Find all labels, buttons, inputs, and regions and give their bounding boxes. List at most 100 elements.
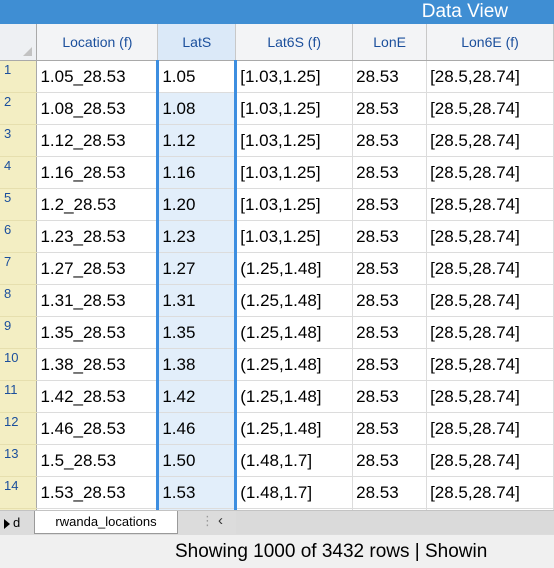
data-grid[interactable]: Location (f) LatS Lat6S (f) LonE Lon6E (… — [0, 24, 554, 510]
row-header[interactable]: 2 — [0, 92, 38, 125]
table-row[interactable]: 10 1.38_28.53 1.38 (1.25,1.48] 28.53 [28.5,28… — [0, 348, 554, 381]
cell-lat6s[interactable]: (1.48,1.7] — [235, 476, 354, 509]
cell-lat6s[interactable]: (1.25,1.48] — [235, 252, 354, 285]
cell-lone[interactable]: 28.53 — [352, 444, 428, 477]
select-all-corner[interactable] — [0, 24, 38, 61]
cell-lat6s[interactable]: [1.03,1.25] — [235, 92, 354, 125]
cell-lats[interactable]: 1.23 — [156, 220, 238, 253]
cell-lon6e[interactable]: [28.5,28.74] — [426, 92, 554, 125]
cell-lone[interactable]: 28.53 — [352, 412, 428, 445]
cell-lon6e[interactable]: [28.5,28.74] — [426, 284, 554, 317]
table-row[interactable]: 4 1.16_28.53 1.16 [1.03,1.25] 28.53 [28.5,28.… — [0, 156, 554, 189]
table-row[interactable]: 1 1.05_28.53 1.05 [1.03,1.25] 28.53 [28.5,28.… — [0, 60, 554, 93]
row-header[interactable]: 15 — [0, 508, 38, 510]
column-header-lat6s[interactable]: Lat6S (f) — [235, 24, 354, 61]
cell-lat6s[interactable]: (1.25,1.48] — [235, 284, 354, 317]
row-header[interactable]: 3 — [0, 124, 38, 157]
cell-lats[interactable]: 1.42 — [156, 380, 238, 413]
cell-lat6s[interactable]: (1.25,1.48] — [235, 316, 354, 349]
cell-lone[interactable]: 28.53 — [352, 476, 428, 509]
row-header[interactable]: 11 — [0, 380, 38, 413]
table-row[interactable]: 9 1.35_28.53 1.35 (1.25,1.48] 28.53 [28.5,28.… — [0, 316, 554, 349]
cell-lon6e[interactable]: [28.5,28.74] — [426, 476, 554, 509]
row-header[interactable]: 7 — [0, 252, 38, 285]
cell-lone[interactable]: 28.53 — [352, 188, 428, 221]
column-header-location[interactable]: Location (f) — [36, 24, 159, 61]
cell-lone[interactable]: 28.53 — [352, 156, 428, 189]
cell-lone[interactable]: 28.53 — [352, 316, 428, 349]
cell-lon6e[interactable]: [28.5,28.74] — [426, 124, 554, 157]
row-header[interactable]: 1 — [0, 60, 38, 93]
row-header[interactable]: 5 — [0, 188, 38, 221]
column-header-lats[interactable]: LatS — [157, 24, 237, 61]
cell-location[interactable]: 1.38_28.53 — [36, 348, 159, 381]
cell-lone[interactable]: 28.53 — [352, 508, 428, 510]
row-header[interactable]: 9 — [0, 316, 38, 349]
table-row[interactable]: 11 1.42_28.53 1.42 (1.25,1.48] 28.53 [28.5,28… — [0, 380, 554, 413]
cell-location[interactable]: 1.16_28.53 — [36, 156, 159, 189]
cell-lon6e[interactable]: [28.5,28.74] — [426, 380, 554, 413]
cell-lon6e[interactable]: [28.5,28.74] — [426, 252, 554, 285]
cell-lat6s[interactable]: [1.03,1.25] — [235, 188, 354, 221]
cell-lon6e[interactable]: [28.5,28.74] — [426, 156, 554, 189]
cell-lats[interactable]: 1.35 — [156, 316, 238, 349]
table-row[interactable]: 12 1.46_28.53 1.46 (1.25,1.48] 28.53 [28.5,28… — [0, 412, 554, 445]
cell-location[interactable]: 1.12_28.53 — [36, 124, 159, 157]
cell-lat6s[interactable]: (1.48,1.7] — [235, 508, 354, 510]
cell-lone[interactable]: 28.53 — [352, 124, 428, 157]
cell-lone[interactable]: 28.53 — [352, 284, 428, 317]
cell-lon6e[interactable]: [28.5,28.74] — [426, 508, 554, 510]
table-row[interactable]: 7 1.27_28.53 1.27 (1.25,1.48] 28.53 [28.5,28.… — [0, 252, 554, 285]
cell-lon6e[interactable]: [28.5,28.74] — [426, 444, 554, 477]
row-header[interactable]: 10 — [0, 348, 38, 381]
cell-lats[interactable]: 1.57 — [156, 508, 238, 510]
table-row[interactable]: 14 1.53_28.53 1.53 (1.48,1.7] 28.53 [28.5,28.… — [0, 476, 554, 509]
cell-lat6s[interactable]: [1.03,1.25] — [235, 220, 354, 253]
cell-lone[interactable]: 28.53 — [352, 348, 428, 381]
column-header-lone[interactable]: LonE — [352, 24, 428, 61]
horizontal-scrollbar[interactable] — [236, 511, 554, 534]
row-header[interactable]: 12 — [0, 412, 38, 445]
cell-lone[interactable]: 28.53 — [352, 220, 428, 253]
row-header[interactable]: 14 — [0, 476, 38, 509]
cell-lat6s[interactable]: [1.03,1.25] — [235, 60, 354, 93]
cell-lone[interactable]: 28.53 — [352, 60, 428, 93]
table-row[interactable]: 151.57_28.531.57(1.48,1.7]28.53[28.5,28.… — [0, 508, 554, 510]
cell-location[interactable]: 1.42_28.53 — [36, 380, 159, 413]
cell-lats[interactable]: 1.20 — [156, 188, 238, 221]
row-header[interactable]: 8 — [0, 284, 38, 317]
cell-location[interactable]: 1.46_28.53 — [36, 412, 159, 445]
row-header[interactable]: 6 — [0, 220, 38, 253]
cell-location[interactable]: 1.31_28.53 — [36, 284, 159, 317]
cell-lat6s[interactable]: (1.48,1.7] — [235, 444, 354, 477]
cell-lat6s[interactable]: (1.25,1.48] — [235, 348, 354, 381]
column-header-lon6e[interactable]: Lon6E (f) — [426, 24, 554, 61]
cell-lats[interactable]: 1.38 — [156, 348, 238, 381]
cell-lats[interactable]: 1.53 — [156, 476, 238, 509]
row-header[interactable]: 13 — [0, 444, 38, 477]
cell-lon6e[interactable]: [28.5,28.74] — [426, 412, 554, 445]
cell-location[interactable]: 1.2_28.53 — [36, 188, 159, 221]
cell-lats[interactable]: 1.12 — [156, 124, 238, 157]
tab-splitter-handle[interactable]: ⋮ — [201, 513, 214, 528]
cell-lon6e[interactable]: [28.5,28.74] — [426, 348, 554, 381]
cell-lats[interactable]: 1.31 — [156, 284, 238, 317]
cell-lats[interactable]: 1.16 — [156, 156, 238, 189]
cell-lon6e[interactable]: [28.5,28.74] — [426, 220, 554, 253]
cell-location[interactable]: 1.23_28.53 — [36, 220, 159, 253]
cell-location[interactable]: 1.53_28.53 — [36, 476, 159, 509]
cell-lats[interactable]: 1.27 — [156, 252, 238, 285]
cell-lon6e[interactable]: [28.5,28.74] — [426, 60, 554, 93]
cell-location[interactable]: 1.35_28.53 — [36, 316, 159, 349]
cell-lats[interactable]: 1.05 — [156, 60, 238, 93]
cell-lats[interactable]: 1.50 — [156, 444, 238, 477]
cell-lats[interactable]: 1.46 — [156, 412, 238, 445]
table-row[interactable]: 2 1.08_28.53 1.08 [1.03,1.25] 28.53 [28.5,28.… — [0, 92, 554, 125]
cell-lon6e[interactable]: [28.5,28.74] — [426, 316, 554, 349]
cell-lone[interactable]: 28.53 — [352, 252, 428, 285]
scroll-left-icon[interactable]: ‹ — [218, 512, 223, 529]
cell-lat6s[interactable]: [1.03,1.25] — [235, 124, 354, 157]
cell-location[interactable]: 1.05_28.53 — [36, 60, 159, 93]
cell-lone[interactable]: 28.53 — [352, 380, 428, 413]
cell-lat6s[interactable]: [1.03,1.25] — [235, 156, 354, 189]
